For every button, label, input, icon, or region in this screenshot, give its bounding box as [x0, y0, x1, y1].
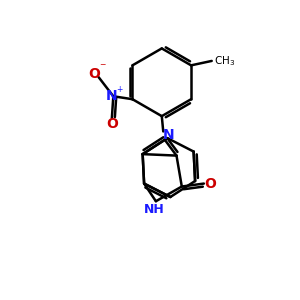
Text: O: O	[88, 67, 100, 81]
Text: $^+$: $^+$	[115, 85, 124, 95]
Text: N: N	[163, 128, 174, 142]
Text: N: N	[106, 89, 118, 103]
Text: CH$_3$: CH$_3$	[214, 54, 235, 68]
Text: NH: NH	[144, 203, 165, 216]
Text: O: O	[106, 117, 118, 130]
Text: $^-$: $^-$	[98, 62, 107, 72]
Text: O: O	[204, 177, 216, 190]
